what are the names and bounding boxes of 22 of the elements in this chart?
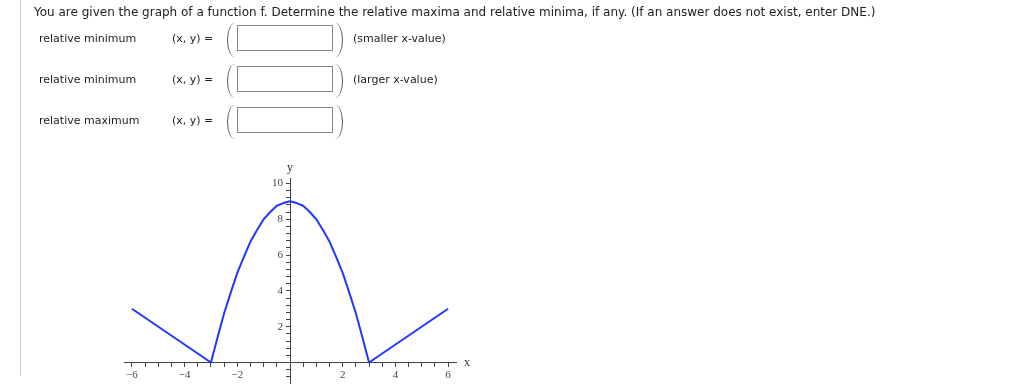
x-tick-label: −6	[126, 367, 139, 380]
chart-title: You are given the graph of a function f. Determine the relative maxima and relative minima, if any. (If an answer does not exist, enter DNE.)	[34, 5, 876, 19]
y-tick-label: 8	[277, 212, 284, 225]
x-tick-label: −2	[231, 367, 244, 380]
text: (smaller x-value)	[353, 32, 446, 45]
text: relative minimum	[39, 32, 137, 45]
y-tick-label: 10	[272, 176, 284, 189]
text: (x, y) =	[172, 32, 214, 45]
text: (x, y) =	[172, 73, 214, 86]
text: (x, y) =	[172, 114, 214, 127]
y-tick-label: 6	[277, 247, 284, 260]
x-tick-label: 4	[392, 367, 399, 380]
y-axis-title: y	[287, 160, 293, 175]
x-tick-label: 2	[339, 367, 346, 380]
text: relative minimum	[39, 73, 137, 86]
text: (larger x-value)	[353, 73, 438, 86]
text: relative maximum	[39, 114, 140, 127]
y-tick-label: 4	[277, 283, 284, 296]
y-tick-label: 2	[277, 319, 283, 332]
x-axis-title: x	[464, 354, 470, 369]
x-tick-label: 6	[445, 367, 452, 380]
x-tick-label: −4	[178, 367, 191, 380]
